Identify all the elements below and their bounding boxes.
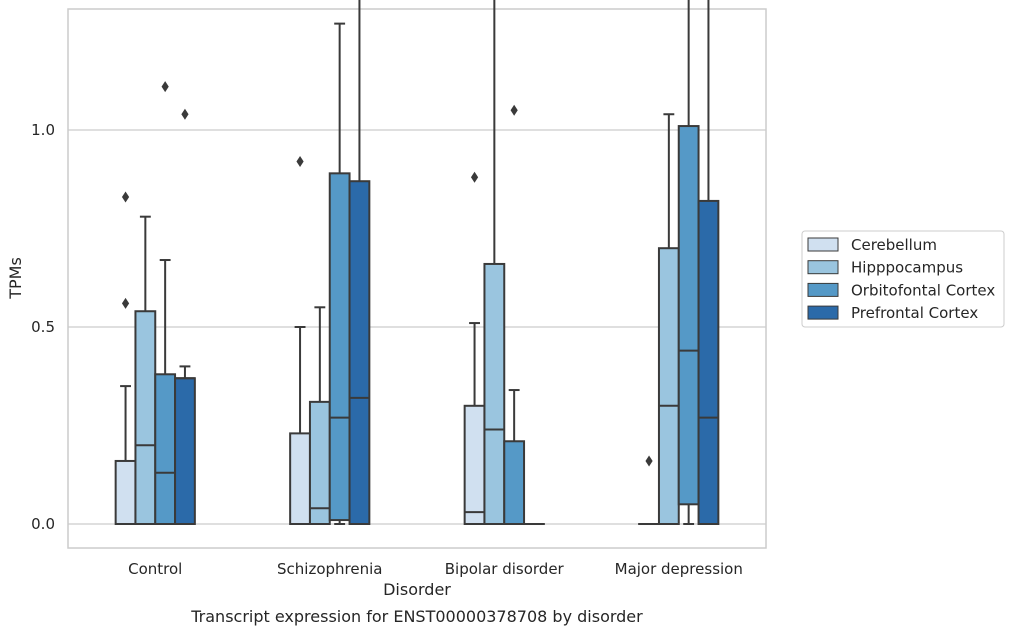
legend-swatch (807, 237, 839, 252)
x-tick-label: Major depression (615, 560, 743, 578)
legend-frame (801, 230, 1005, 328)
outlier-point (121, 297, 130, 309)
outlier-point (121, 191, 130, 203)
box-cerebellum (463, 171, 486, 525)
y-tick-label: 0.0 (31, 515, 55, 533)
box-iqr (174, 377, 196, 525)
y-tick-labels: 0.00.51.01.52.02.5 (31, 121, 55, 533)
box-iqr (463, 404, 486, 525)
box-iqr (483, 262, 506, 525)
box-orbitofontal-cortex (503, 104, 526, 526)
box-prefrontal-cortex (348, 0, 371, 525)
chart-title: Transcript expression for ENST0000037870… (190, 607, 643, 626)
box-iqr (154, 373, 177, 525)
x-tick-label: Control (128, 560, 182, 578)
x-axis-title: Disorder (383, 580, 451, 599)
box-iqr (114, 459, 137, 525)
legend-label: Orbitofontal Cortex (851, 281, 995, 299)
box-hipppocampus (483, 0, 506, 525)
box-iqr (134, 310, 157, 525)
box-iqr (328, 172, 351, 522)
box-iqr (308, 400, 331, 525)
box-prefrontal-cortex (523, 523, 545, 526)
legend-label: Prefrontal Cortex (851, 304, 978, 322)
y-tick-label: 0.5 (31, 318, 55, 336)
legend-swatch (807, 305, 839, 320)
outlier-point (181, 108, 189, 120)
box-groups (114, 0, 720, 526)
box-orbitofontal-cortex (328, 22, 351, 525)
outlier-point (161, 81, 169, 93)
legend-swatch (807, 282, 839, 297)
box-iqr (697, 199, 720, 525)
x-tick-labels: Control Schizophrenia Bipolar disorder Majo… (128, 560, 743, 578)
outlier-point (645, 455, 653, 467)
box-cerebellum (289, 156, 311, 526)
box-iqr (348, 180, 371, 525)
box-iqr (289, 432, 311, 526)
legend-label: Cerebellum (851, 236, 937, 254)
box-cerebellum (114, 191, 137, 525)
y-tick-label: 1.0 (31, 121, 55, 139)
x-tick-label: Bipolar disorder (445, 560, 565, 578)
legend-label: Hipppocampus (851, 259, 963, 277)
x-tick-label: Schizophrenia (277, 560, 382, 578)
outlier-point (296, 156, 304, 168)
box-iqr (657, 247, 680, 525)
box-prefrontal-cortex (697, 0, 720, 525)
outlier-point (470, 171, 479, 183)
box-hipppocampus (657, 113, 680, 525)
box-hipppocampus (134, 215, 157, 525)
legend-swatch (807, 260, 839, 275)
box-iqr (503, 440, 526, 526)
y-axis-title: TPMs (6, 257, 25, 300)
box-iqr (677, 125, 700, 506)
legend: Cerebellum Hipppocampus Orbitofontal Corte… (801, 230, 1005, 328)
box-prefrontal-cortex (174, 108, 196, 525)
outlier-point (510, 104, 518, 116)
